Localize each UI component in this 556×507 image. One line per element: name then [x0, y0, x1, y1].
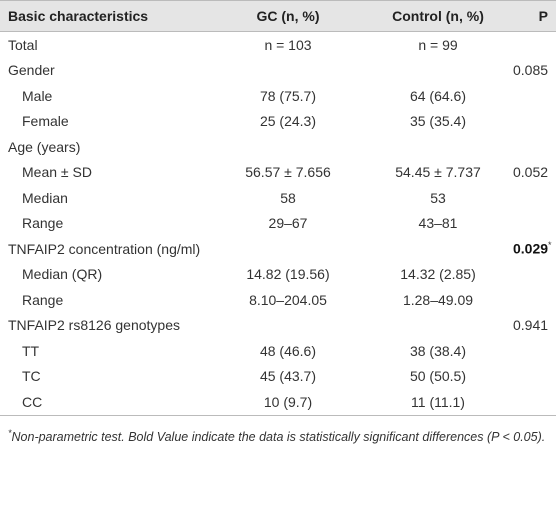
table-row: Age (years)	[0, 134, 556, 160]
control-cell: 43–81	[418, 215, 458, 232]
row-label: Gender	[8, 62, 55, 79]
row-label: TNFAIP2 concentration (ng/ml)	[8, 240, 201, 257]
table-row: TT 48 (46.6) 38 (38.4)	[0, 338, 556, 364]
row-label: Age (years)	[8, 138, 81, 155]
p-cell: 0.052	[513, 164, 548, 180]
gc-cell: 25 (24.3)	[259, 113, 317, 130]
gc-cell: 45 (43.7)	[259, 368, 317, 385]
header-cell: Basic characteristics	[8, 8, 149, 24]
p-value: 0.052	[513, 164, 549, 181]
table-row: Median (QR) 14.82 (19.56) 14.32 (2.85)	[0, 262, 556, 288]
table-row: Female 25 (24.3) 35 (35.4)	[0, 109, 556, 135]
header-cell: GC (n, %)	[256, 8, 320, 24]
table-row: Range 29–67 43–81	[0, 211, 556, 237]
gc-cell: 10 (9.7)	[263, 393, 313, 410]
p-mark: *	[548, 240, 552, 251]
table-row: Range 8.10–204.05 1.28–49.09	[0, 287, 556, 313]
gc-cell: 48 (46.6)	[259, 342, 317, 359]
p-value: 0.029	[513, 241, 549, 258]
footnote-mark: *	[8, 427, 12, 438]
table-row: Mean ± SD 56.57 ± 7.656 54.45 ± 7.737 0.052	[0, 160, 556, 186]
gc-cell: 56.57 ± 7.656	[245, 164, 331, 181]
control-cell: 35 (35.4)	[409, 113, 467, 130]
row-label: Range	[22, 215, 64, 232]
table-row: Median 58 53	[0, 185, 556, 211]
control-cell: 14.32 (2.85)	[400, 266, 476, 283]
gc-cell: 14.82 (19.56)	[246, 266, 330, 283]
row-label: TT	[22, 342, 40, 359]
table-row: TC 45 (43.7) 50 (50.5)	[0, 364, 556, 390]
row-label: Median (QR)	[22, 266, 103, 283]
footnote: *Non-parametric test. Bold Value indicat…	[0, 416, 556, 446]
row-label: TC	[22, 368, 41, 385]
control-cell: 11 (11.1)	[411, 393, 465, 410]
table-row: CC 10 (9.7) 11 (11.1)	[0, 389, 556, 416]
table: Basic characteristics GC (n, %) Control (n…	[0, 0, 556, 416]
p-value: 0.085	[513, 62, 549, 79]
table-row: TNFAIP2 concentration (ng/ml) 0.029*	[0, 236, 556, 262]
row-label: Male	[22, 87, 53, 104]
header-cell: P	[538, 8, 548, 24]
control-cell: 50 (50.5)	[409, 368, 467, 385]
row-label: CC	[22, 393, 43, 410]
header-cell: Control (n, %)	[392, 8, 484, 24]
p-cell: 0.029*	[513, 240, 552, 258]
gc-cell: 58	[280, 189, 296, 206]
row-label: Range	[22, 291, 64, 308]
gc-cell: n = 103	[264, 36, 312, 53]
row-label: Female	[22, 113, 69, 130]
table-row: Gender 0.085	[0, 58, 556, 84]
row-label: Total	[8, 36, 38, 53]
control-cell: 1.28–49.09	[402, 291, 474, 308]
control-cell: 38 (38.4)	[409, 342, 467, 359]
gc-cell: 29–67	[268, 215, 308, 232]
control-cell: n = 99	[418, 36, 458, 53]
row-label: TNFAIP2 rs8126 genotypes	[8, 317, 180, 334]
p-cell: 0.941	[513, 317, 548, 333]
table-row: Total n = 103 n = 99	[0, 32, 556, 58]
header-row: Basic characteristics GC (n, %) Control (n…	[0, 0, 556, 32]
footnote-text: Non-parametric test. Bold Value indicate…	[11, 429, 546, 444]
gc-cell: 8.10–204.05	[249, 291, 327, 308]
row-label: Median	[22, 189, 68, 206]
row-label: Mean ± SD	[22, 164, 92, 181]
control-cell: 54.45 ± 7.737	[395, 164, 481, 181]
p-cell: 0.085	[513, 62, 548, 78]
control-cell: 64 (64.6)	[409, 87, 467, 104]
table-row: TNFAIP2 rs8126 genotypes 0.941	[0, 313, 556, 339]
gc-cell: 78 (75.7)	[259, 87, 317, 104]
control-cell: 53	[430, 189, 446, 206]
p-value: 0.941	[513, 317, 549, 334]
table-row: Male 78 (75.7) 64 (64.6)	[0, 83, 556, 109]
